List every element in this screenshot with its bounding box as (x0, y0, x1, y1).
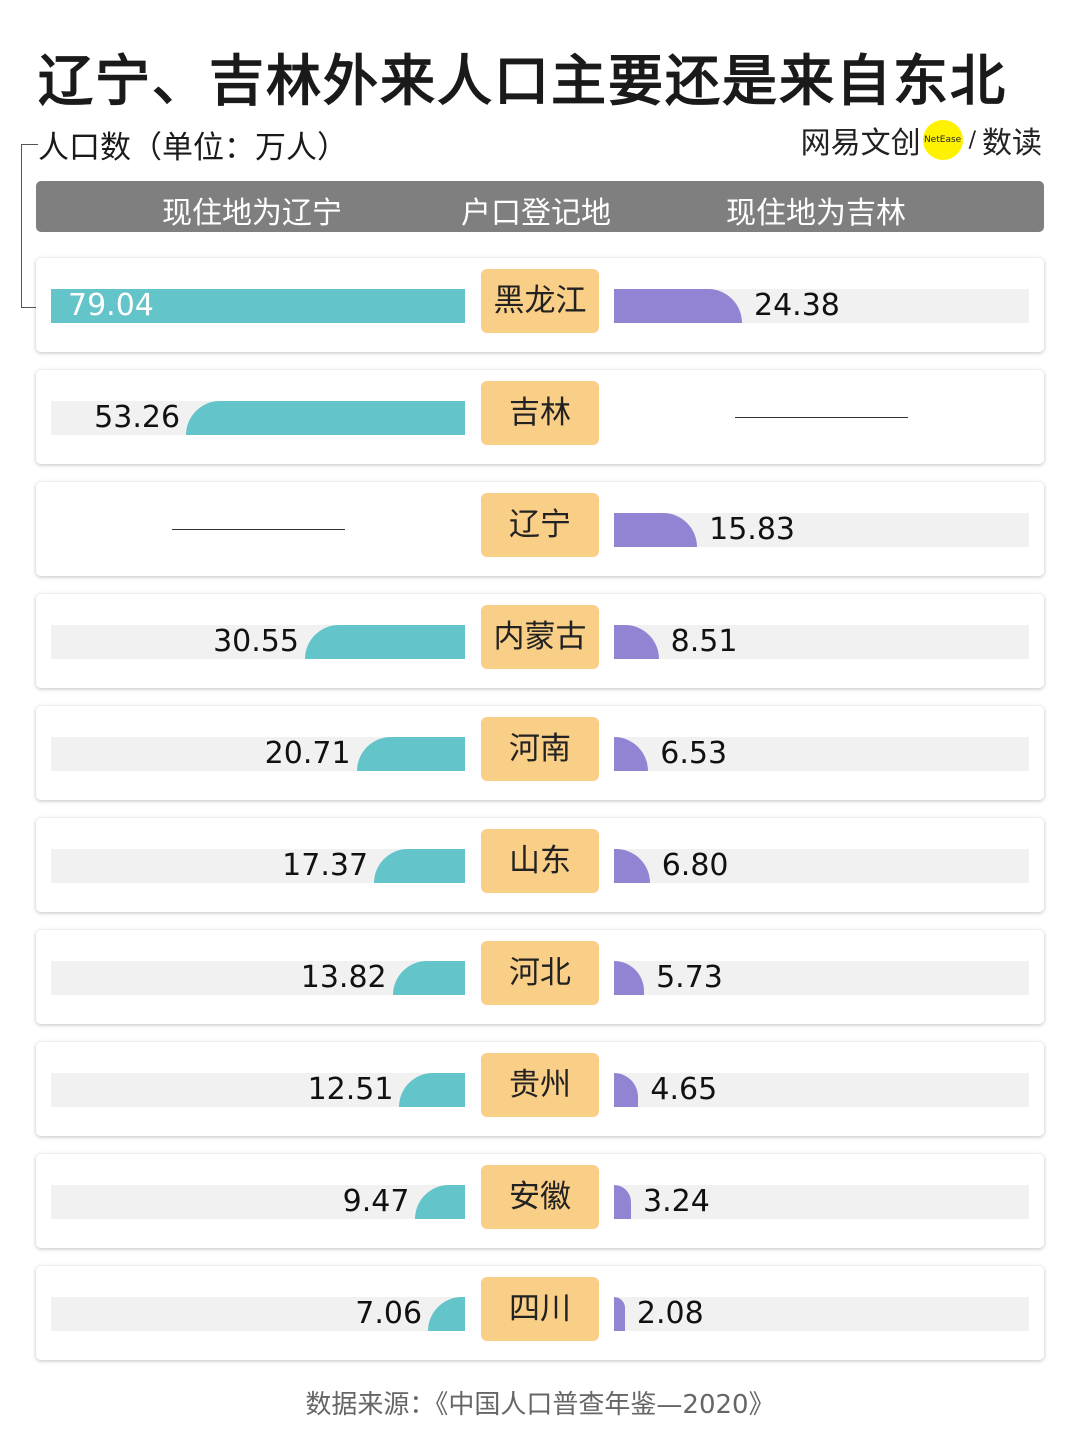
row-card: 53.26 吉林 (36, 370, 1044, 464)
bar-jilin (614, 1185, 631, 1219)
row-card: 13.82 河北 5.73 (36, 930, 1044, 1024)
right-track (614, 849, 1029, 883)
header-left: 现住地为辽宁 (162, 196, 342, 231)
bar-liaoning (186, 401, 465, 435)
value-label-liaoning: 9.47 (342, 1184, 410, 1219)
place-label: 贵州 (481, 1053, 599, 1117)
right-track (614, 513, 1029, 547)
source-note: 数据来源：《中国人口普查年鉴—2020》 (305, 1390, 775, 1420)
place-label: 山东 (481, 829, 599, 893)
right-track (614, 737, 1029, 771)
value-label-jilin: 2.08 (636, 1296, 704, 1331)
bar-liaoning (399, 1073, 465, 1107)
value-label-jilin: 4.65 (650, 1072, 718, 1107)
logo-brand: 网易文创 (800, 126, 921, 161)
value-label-jilin: 15.83 (709, 512, 795, 547)
page-title: 辽宁、吉林外来人口主要还是来自东北 (38, 49, 1008, 113)
logo-section: 数读 (982, 126, 1042, 161)
place-label: 黑龙江 (481, 269, 599, 333)
bar-jilin (614, 1297, 625, 1331)
header-center: 户口登记地 (461, 196, 611, 231)
logo-badge: NetEase (922, 120, 963, 160)
bar-liaoning (374, 849, 465, 883)
left-track (51, 1185, 465, 1219)
bar-liaoning (392, 961, 465, 995)
column-header: 现住地为辽宁 户口登记地 现住地为吉林 (36, 181, 1044, 232)
logo: 网易文创 NetEase / 数读 (800, 120, 1042, 161)
row-card: 辽宁 15.83 (36, 482, 1044, 576)
left-track (51, 737, 465, 771)
value-label-jilin: 3.24 (643, 1184, 710, 1219)
place-label: 安徽 (481, 1165, 599, 1229)
value-label-liaoning: 30.55 (213, 624, 299, 659)
row-card: 20.71 河南 6.53 (36, 706, 1044, 800)
bar-jilin (614, 1073, 639, 1107)
right-track (614, 961, 1029, 995)
left-track (51, 961, 465, 995)
left-track (51, 1297, 465, 1331)
unit-connector-line (21, 144, 38, 308)
bar-jilin (614, 737, 649, 771)
right-track (614, 289, 1029, 323)
bar-liaoning (51, 289, 465, 323)
right-track (614, 1297, 1029, 1331)
right-track (614, 625, 1029, 659)
row-card: 12.51 贵州 4.65 (36, 1042, 1044, 1136)
place-label: 辽宁 (481, 493, 599, 557)
value-label-liaoning: 7.06 (355, 1296, 423, 1331)
value-label-jilin: 6.53 (660, 736, 728, 771)
logo-slash: / (968, 127, 976, 153)
left-track (51, 849, 465, 883)
bar-liaoning (304, 625, 465, 659)
no-data-line (735, 417, 908, 418)
unit-label: 人口数（单位：万人） (38, 130, 348, 166)
row-card: 7.06 四川 2.08 (36, 1266, 1044, 1360)
left-track (51, 401, 465, 435)
right-track (614, 1185, 1029, 1219)
value-label-liaoning: 79.04 (68, 288, 154, 323)
bar-jilin (614, 289, 742, 323)
left-track (51, 625, 465, 659)
value-label-jilin: 8.51 (670, 624, 738, 659)
left-track (51, 1073, 465, 1107)
row-card: 9.47 安徽 3.24 (36, 1154, 1044, 1248)
value-label-liaoning: 17.37 (282, 848, 369, 883)
place-label: 河北 (481, 941, 599, 1005)
left-track (51, 289, 465, 323)
no-data-line (172, 529, 345, 530)
header-right: 现住地为吉林 (726, 196, 906, 231)
place-label: 内蒙古 (481, 605, 599, 669)
row-card: 30.55 内蒙古 8.51 (36, 594, 1044, 688)
bar-liaoning (428, 1297, 465, 1331)
row-card: 79.04 黑龙江 24.38 (36, 258, 1044, 352)
value-label-liaoning: 53.26 (94, 400, 181, 435)
value-label-liaoning: 20.71 (264, 736, 351, 771)
value-label-jilin: 5.73 (656, 960, 723, 995)
place-label: 河南 (481, 717, 599, 781)
row-card: 17.37 山东 6.80 (36, 818, 1044, 912)
right-track (614, 1073, 1029, 1107)
value-label-liaoning: 12.51 (307, 1072, 394, 1107)
bar-jilin (614, 625, 659, 659)
bar-jilin (614, 849, 650, 883)
value-label-liaoning: 13.82 (300, 960, 387, 995)
value-label-jilin: 6.80 (661, 848, 729, 883)
bar-jilin (614, 513, 698, 547)
value-label-jilin: 24.38 (754, 288, 840, 323)
bar-jilin (614, 961, 645, 995)
bar-liaoning (415, 1185, 465, 1219)
bar-liaoning (356, 737, 465, 771)
place-label: 四川 (481, 1277, 599, 1341)
place-label: 吉林 (481, 381, 599, 445)
